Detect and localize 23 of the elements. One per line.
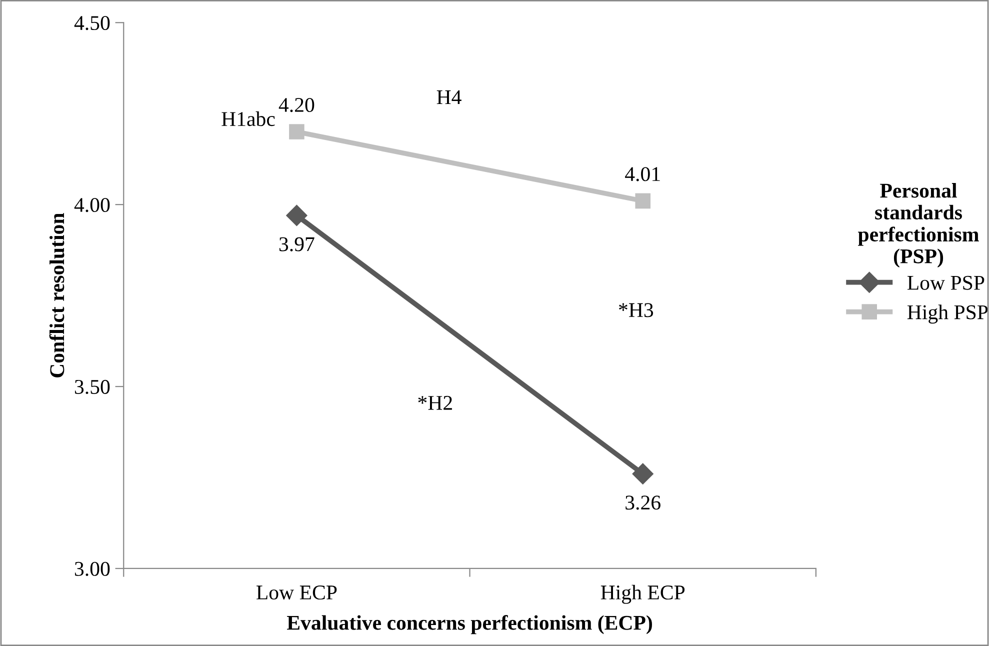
point	[635, 193, 650, 209]
legend-title: Personal standards perfectionism (PSP)	[858, 183, 979, 268]
data-label: 3.26	[626, 496, 660, 510]
y-tick-label: 4.50	[74, 16, 110, 30]
data-label: 4.01	[625, 167, 660, 182]
point	[632, 463, 654, 484]
legend-label: High PSP	[907, 304, 988, 324]
point	[286, 204, 308, 226]
data-label: 3.97	[279, 237, 314, 252]
legend-label: Low PSP	[907, 276, 984, 290]
y-tick-label: 4.00	[74, 198, 110, 212]
annotation: *H3	[619, 303, 654, 318]
annotation: H1abc	[222, 111, 275, 126]
annotation: H4	[436, 90, 462, 104]
data-label: 4.20	[278, 98, 314, 112]
y-axis-title: Conflict resolution	[49, 213, 64, 378]
y-tick-label: 3.00	[74, 562, 110, 576]
annotation: *H2	[418, 396, 452, 410]
y-tick-label: 3.50	[74, 380, 110, 394]
point	[289, 124, 304, 140]
x-tick-label: High ECP	[600, 584, 685, 604]
x-tick-label: Low ECP	[256, 586, 337, 600]
x-axis-title: Evaluative concerns perfectionism (ECP)	[287, 615, 652, 634]
